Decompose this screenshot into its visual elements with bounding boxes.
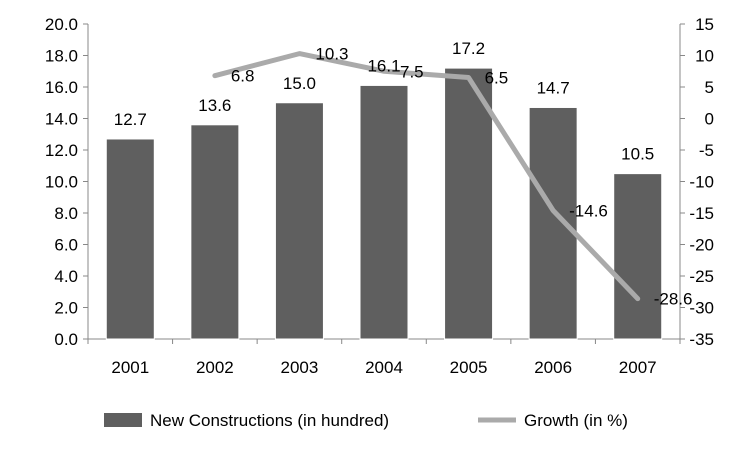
growth-point xyxy=(382,69,386,73)
bar xyxy=(359,84,409,340)
y-left-tick-label: 12.0 xyxy=(45,141,78,160)
y-left-tick-label: 0.0 xyxy=(54,330,78,349)
bar xyxy=(444,67,494,340)
y-left-tick-label: 8.0 xyxy=(54,204,78,223)
growth-data-label: 6.5 xyxy=(485,69,509,88)
y-right-tick-label: 0 xyxy=(705,110,714,129)
bar-data-label: 15.0 xyxy=(283,74,316,93)
y-right-tick-label: 5 xyxy=(705,78,714,97)
y-right-tick-label: -20 xyxy=(689,236,714,255)
y-left-tick-label: 18.0 xyxy=(45,47,78,66)
y-left-tick-label: 20.0 xyxy=(45,15,78,34)
growth-data-label: 7.5 xyxy=(400,62,424,81)
x-tick-label: 2005 xyxy=(450,358,488,377)
x-tick-label: 2003 xyxy=(281,358,319,377)
bar xyxy=(190,124,240,340)
y-right-tick-label: 15 xyxy=(695,15,714,34)
y-right-tick-label: -30 xyxy=(689,299,714,318)
y-right-tick-label: -15 xyxy=(689,204,714,223)
growth-data-label: -28.6 xyxy=(654,290,693,309)
y-right-tick-label: -35 xyxy=(689,330,714,349)
x-tick-label: 2006 xyxy=(534,358,572,377)
bar-data-label: 16.1 xyxy=(367,56,400,75)
bar xyxy=(613,173,663,340)
bar xyxy=(528,106,578,340)
bar-data-label: 14.7 xyxy=(537,78,570,97)
growth-point xyxy=(467,76,471,80)
x-tick-label: 2002 xyxy=(196,358,234,377)
bar-data-label: 12.7 xyxy=(114,110,147,129)
growth-point xyxy=(297,52,301,56)
y-left-tick-label: 14.0 xyxy=(45,110,78,129)
growth-data-label: 10.3 xyxy=(315,45,348,64)
growth-data-label: 6.8 xyxy=(231,67,255,86)
growth-line xyxy=(212,51,641,302)
growth-point xyxy=(213,74,217,78)
x-tick-label: 2007 xyxy=(619,358,657,377)
y-right-tick-label: -10 xyxy=(689,173,714,192)
growth-point xyxy=(636,297,640,301)
y-left-tick-label: 16.0 xyxy=(45,78,78,97)
legend-swatch-bar xyxy=(104,413,142,427)
x-tick-label: 2001 xyxy=(111,358,149,377)
growth-point xyxy=(551,208,555,212)
x-tick-label: 2004 xyxy=(365,358,403,377)
bar xyxy=(274,102,324,340)
legend-label: New Constructions (in hundred) xyxy=(150,411,389,430)
bar-data-label: 10.5 xyxy=(621,145,654,164)
y-right-tick-label: -5 xyxy=(699,141,714,160)
bar xyxy=(105,138,155,340)
y-left-tick-label: 10.0 xyxy=(45,173,78,192)
y-left-tick-label: 2.0 xyxy=(54,299,78,318)
bar-data-label: 17.2 xyxy=(452,39,485,58)
y-left-tick-label: 4.0 xyxy=(54,267,78,286)
legend-label: Growth (in %) xyxy=(524,411,628,430)
y-right-tick-label: 10 xyxy=(695,47,714,66)
bar-data-label: 13.6 xyxy=(198,96,231,115)
y-left-tick-label: 6.0 xyxy=(54,236,78,255)
y-right-tick-label: -25 xyxy=(689,267,714,286)
growth-data-label: -14.6 xyxy=(569,201,608,220)
